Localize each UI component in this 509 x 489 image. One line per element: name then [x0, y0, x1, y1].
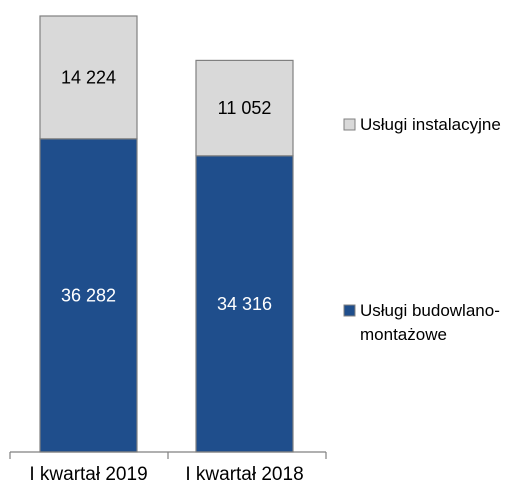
legend: Usługi instalacyjne Usługi budowlano-mont… — [343, 115, 501, 344]
bars-group: 36 282 14 224 34 316 11 052 — [39, 15, 294, 453]
x-tick-label-1: I kwartał 2019 — [29, 464, 147, 485]
legend-swatch-instalacyjne — [343, 118, 356, 131]
data-label-instalacyjne-2: 11 052 — [218, 98, 272, 118]
legend-label-budowlano-line-2: montażowe — [360, 325, 447, 344]
data-label-budowlano-2: 34 316 — [217, 294, 272, 314]
bar-instalacyjne-2 — [195, 59, 294, 157]
bar-budowlano-1 — [39, 138, 138, 453]
legend-label-budowlano: Usługi budowlano- — [360, 301, 500, 320]
legend-swatch-budowlano — [343, 304, 356, 317]
data-label-budowlano-1: 36 282 — [61, 285, 116, 305]
bar-instalacyjne-1 — [39, 15, 138, 140]
x-axis: I kwartał 2019 I kwartał 2018 — [9, 451, 327, 485]
data-label-instalacyjne-1: 14 224 — [61, 67, 116, 87]
legend-label-instalacyjne: Usługi instalacyjne — [360, 115, 501, 134]
x-tick-label-2: I kwartał 2018 — [185, 464, 303, 485]
